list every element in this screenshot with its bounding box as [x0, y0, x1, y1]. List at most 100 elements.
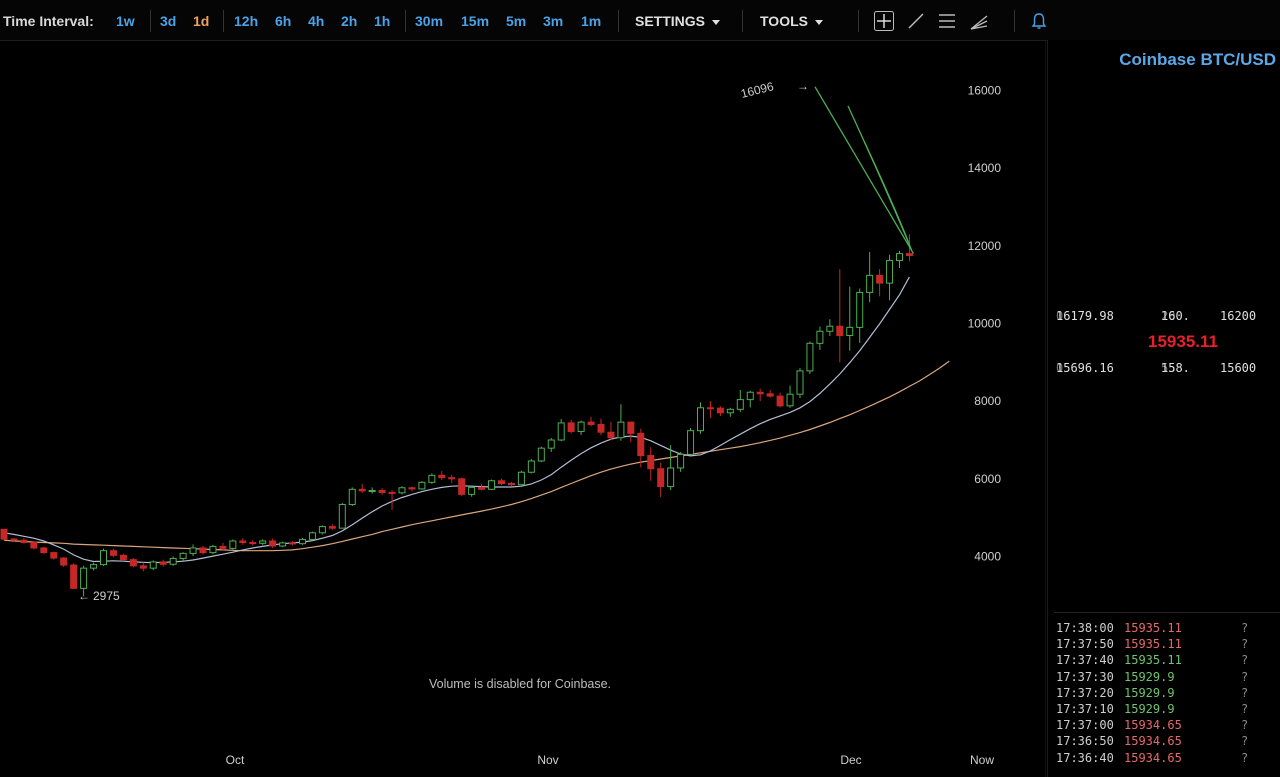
candle-body: [557, 422, 565, 441]
line-tool-icon[interactable]: [905, 10, 927, 32]
candle-body: [328, 526, 336, 529]
candle: [239, 538, 247, 545]
candle-body: [716, 407, 724, 414]
candle-body: [617, 421, 625, 439]
candle-body: [109, 550, 117, 556]
candle-body: [40, 547, 48, 554]
bid-size-digits: 55: [1161, 361, 1176, 375]
candle-body: [816, 330, 824, 344]
candle-body: [905, 253, 913, 257]
interval-3d[interactable]: 3d: [160, 13, 177, 29]
candle: [50, 551, 58, 560]
trade-qty: ?: [1241, 637, 1249, 652]
candle-body: [149, 561, 157, 569]
candle: [149, 560, 157, 571]
interval-1m[interactable]: 1m: [581, 13, 602, 29]
trade-price: 15929.9: [1124, 685, 1175, 700]
candle-body: [806, 342, 814, 372]
candle: [786, 385, 794, 408]
toolbar-divider: [150, 10, 151, 32]
candle-body: [587, 421, 595, 425]
caret-down-icon: [814, 19, 823, 25]
x-tick-label: Now: [970, 753, 994, 767]
candle: [478, 483, 486, 491]
fib-lines-icon[interactable]: [936, 10, 958, 32]
toolbar-divider: [1014, 10, 1015, 32]
candle-body: [567, 422, 575, 432]
candle-body: [677, 453, 685, 469]
interval-1w[interactable]: 1w: [116, 13, 135, 29]
interval-15m[interactable]: 15m: [461, 13, 490, 29]
trade-row: 17:37:40 15935.11?: [1054, 653, 1280, 669]
interval-3m[interactable]: 3m: [543, 13, 564, 29]
y-axis: 4000 6000 8000 10000 12000 14000 16000: [968, 84, 1002, 564]
candle: [806, 341, 814, 374]
candle: [537, 446, 545, 463]
toolbar-divider: [223, 10, 224, 32]
candle-body: [299, 538, 306, 545]
interval-5m[interactable]: 5m: [506, 13, 527, 29]
candle: [468, 485, 476, 497]
candle-body: [249, 542, 257, 545]
x-tick-label: Nov: [537, 753, 558, 767]
candle-body: [498, 480, 505, 484]
bell-icon[interactable]: [1028, 10, 1050, 32]
tools-menu[interactable]: TOOLS: [760, 13, 823, 29]
candle: [498, 478, 505, 486]
candle-body: [796, 370, 804, 395]
candle: [338, 502, 346, 529]
candle-body: [80, 567, 88, 589]
high-arrow-icon: →: [797, 79, 809, 93]
candle: [199, 546, 207, 555]
candle: [816, 326, 824, 350]
settings-menu[interactable]: SETTINGS: [635, 13, 721, 29]
trade-qty: ?: [1241, 685, 1249, 700]
trade-price: 15929.9: [1124, 701, 1175, 716]
candle: [766, 389, 774, 398]
candle-body: [786, 393, 794, 407]
candle-body: [527, 460, 535, 473]
candle-body: [577, 421, 585, 432]
fan-tool-icon[interactable]: [968, 10, 990, 32]
interval-30m[interactable]: 30m: [415, 13, 444, 29]
interval-4h[interactable]: 4h: [308, 13, 325, 29]
trade-time: 17:37:10: [1056, 701, 1114, 716]
candle-body: [358, 488, 366, 492]
trade-qty: ?: [1241, 734, 1249, 749]
candle: [279, 541, 287, 548]
candle-body: [50, 552, 58, 559]
crosshair-icon[interactable]: [873, 10, 895, 32]
interval-1d[interactable]: 1d: [193, 13, 210, 29]
candle-body: [886, 260, 894, 284]
trade-time: 17:37:20: [1056, 685, 1114, 700]
spike-stroke: [814, 86, 915, 254]
candle: [866, 252, 874, 303]
y-tick-label: 12000: [968, 239, 1002, 253]
candle: [876, 269, 884, 297]
candle-body: [726, 408, 734, 414]
candle: [597, 418, 605, 436]
candle: [746, 390, 754, 408]
trade-row: 17:37:10 15929.9?: [1054, 702, 1280, 718]
interval-12h[interactable]: 12h: [234, 13, 259, 29]
toolbar-divider: [405, 10, 406, 32]
trade-time: 17:37:50: [1056, 637, 1114, 652]
trade-history: 17:38:00 15935.11? 17:37:50 15935.11? 17:3…: [1054, 612, 1280, 767]
candle-body: [488, 480, 496, 490]
candle-body: [229, 540, 237, 549]
candle: [219, 542, 227, 551]
interval-2h[interactable]: 2h: [341, 13, 358, 29]
candle: [100, 548, 107, 566]
candle: [657, 462, 665, 498]
candle-body: [119, 554, 127, 561]
y-tick-label: 14000: [968, 161, 1002, 175]
candle: [826, 319, 834, 336]
interval-1h[interactable]: 1h: [374, 13, 391, 29]
interval-6h[interactable]: 6h: [275, 13, 292, 29]
candle-body: [388, 491, 396, 494]
settings-label: SETTINGS: [635, 13, 706, 29]
candle-body: [697, 407, 704, 432]
price-chart[interactable]: 4000 6000 8000 10000 12000 14000 16000 Oct Nov D…: [0, 40, 1046, 777]
candle: [40, 546, 48, 554]
candle-body: [378, 489, 386, 493]
